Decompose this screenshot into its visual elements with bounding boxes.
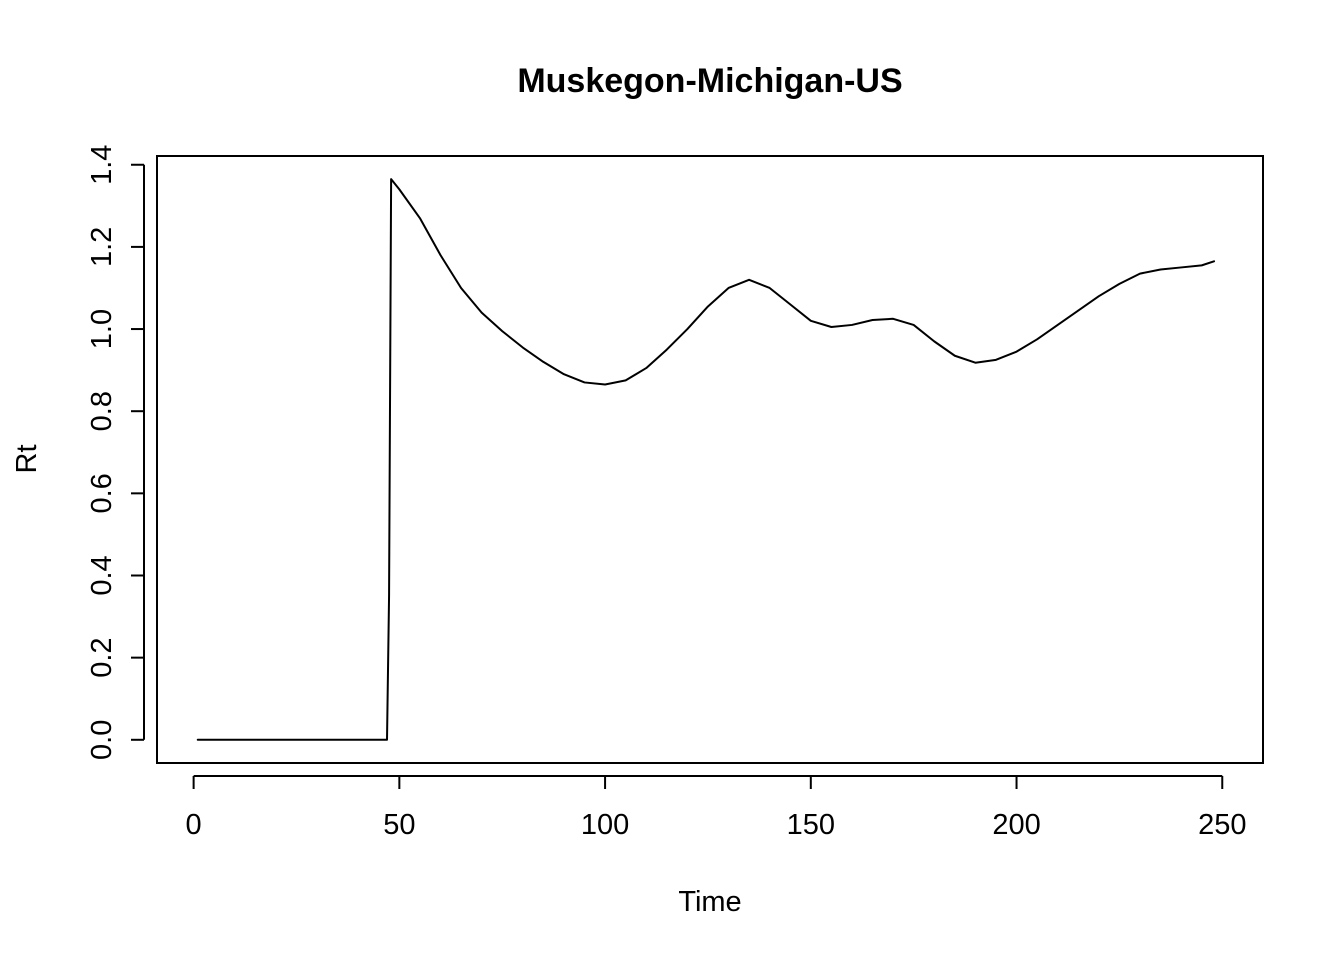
plot-frame: [156, 155, 1264, 764]
y-tick-label: 0.8: [86, 391, 118, 431]
x-tick-label: 50: [383, 809, 415, 841]
y-axis: 0.0 0.2 0.4 0.6 0.8 1.0 1.2 1.4: [86, 145, 145, 760]
y-tick-label: 0.6: [86, 473, 118, 513]
x-tick-label: 150: [787, 809, 835, 841]
x-tick-label: 0: [186, 809, 202, 841]
y-tick-label: 0.2: [86, 637, 118, 677]
y-tick-label: 0.0: [86, 720, 118, 760]
x-axis-label: Time: [678, 886, 741, 918]
y-tick-label: 1.4: [86, 145, 118, 185]
chart-title: Muskegon-Michigan-US: [517, 62, 902, 100]
y-tick-label: 1.0: [86, 309, 118, 349]
y-tick-label: 1.2: [86, 227, 118, 267]
x-axis: 0 50 100 150 200 250: [186, 775, 1246, 841]
x-tick-label: 200: [992, 809, 1040, 841]
series-line-1: [196, 178, 1216, 741]
y-axis-label: Rt: [11, 445, 43, 474]
y-tick-label: 0.4: [86, 555, 118, 595]
x-tick-label: 250: [1198, 809, 1246, 841]
series-layer: [196, 178, 1216, 741]
x-tick-label: 100: [581, 809, 629, 841]
